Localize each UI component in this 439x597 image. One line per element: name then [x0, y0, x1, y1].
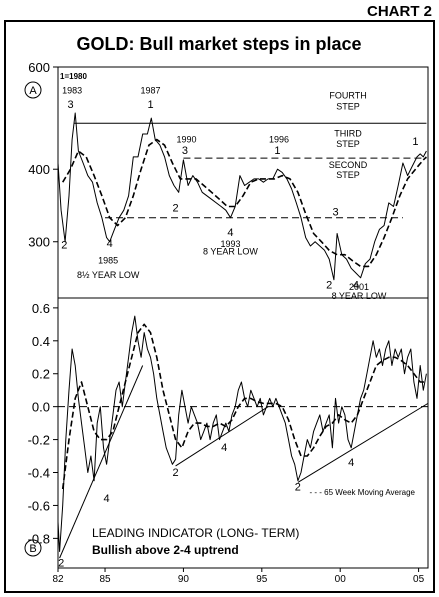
wave-label: 2	[173, 203, 179, 215]
price-line	[57, 315, 427, 552]
wave-label: 1	[412, 136, 418, 148]
panel-b-marker: B	[24, 539, 42, 557]
y-tick-label: -0.2	[28, 433, 50, 448]
wave-label: 2	[58, 557, 64, 569]
x-tick-label: 00	[335, 574, 347, 585]
moving-average-line	[62, 138, 427, 268]
x-tick-label: 85	[99, 574, 111, 585]
x-tick-label: 05	[413, 574, 425, 585]
panel-a-title: GOLD: Bull market steps in place	[76, 34, 361, 54]
panel-b-frame	[57, 297, 429, 569]
panel-b-subtitle: Bullish above 2-4 uptrend	[92, 543, 239, 557]
wave-label: 3	[67, 99, 73, 111]
step-label: STEP	[336, 139, 360, 149]
wave-label: 1	[274, 145, 280, 157]
y-tick-label: 0.6	[32, 301, 50, 316]
annotation-label: 1983	[62, 86, 82, 96]
annotation-label: 1996	[269, 134, 289, 144]
wave-label: 1	[147, 99, 153, 111]
step-label: THIRD	[334, 129, 362, 139]
annotation-label: 8 YEAR LOW	[203, 247, 258, 257]
panel-b-title: LEADING INDICATOR (LONG- TERM)	[92, 526, 299, 540]
wave-label: 4	[348, 457, 354, 469]
y-tick-label: 0.2	[32, 367, 50, 382]
y-tick-label: -0.4	[28, 466, 50, 481]
wave-label: 4	[353, 280, 359, 292]
y-tick-label: 300	[28, 235, 50, 250]
legend-moving-average: - - - 65 Week Moving Average	[309, 488, 415, 497]
marker-circle-a	[24, 81, 42, 99]
annotation-label: 1993	[220, 239, 240, 249]
annotation-label: 8½ YEAR LOW	[77, 270, 140, 280]
outer-frame	[4, 20, 435, 593]
wave-label: 4	[227, 227, 233, 239]
chart-number: CHART 2	[367, 3, 432, 20]
step-label: FOURTH	[329, 90, 366, 100]
y-tick-label: -0.6	[28, 498, 50, 513]
index-note: 1=1980	[60, 72, 87, 81]
uptrend-line	[297, 402, 429, 483]
x-tick-label: 90	[178, 574, 190, 585]
x-tick-label: 82	[52, 574, 64, 585]
moving-average-line	[61, 323, 427, 490]
marker-label-b: B	[29, 543, 36, 555]
uptrend-line	[175, 406, 269, 467]
wave-label: 4	[221, 442, 227, 454]
wave-label: 4	[107, 238, 113, 250]
wave-label: 2	[61, 240, 67, 252]
wave-label: 2	[295, 482, 301, 494]
panel-b-plot: 0.6 0.4 0.2 0.0 -0.2 -0.4 -0.6 -0.8 82 85 90 95 00 05…	[28, 282, 429, 585]
y-tick-label: 400	[28, 162, 50, 177]
marker-circle-b	[24, 539, 42, 557]
uptrend-line	[59, 365, 144, 559]
wave-label: 4	[104, 493, 110, 505]
wave-label: 3	[182, 145, 188, 157]
annotation-label: 2001	[349, 282, 369, 292]
step-label: STEP	[336, 101, 360, 111]
annotation-label: 8 YEAR LOW	[332, 291, 387, 301]
annotation-label: 1985	[98, 256, 118, 266]
marker-label-a: A	[29, 85, 37, 97]
y-tick-label: -0.8	[28, 531, 50, 546]
wave-label: 2	[326, 280, 332, 292]
y-tick-label: 0.4	[32, 334, 50, 349]
price-line	[57, 112, 427, 281]
wave-label: 3	[332, 206, 338, 218]
step-label: STEP	[336, 170, 360, 180]
wave-label: 2	[173, 467, 179, 479]
panel-a-marker: A	[24, 81, 42, 99]
y-tick-label: 0.0	[32, 400, 50, 415]
annotation-label: 1990	[177, 134, 197, 144]
step-label: SECOND	[329, 160, 368, 170]
annotation-label: 1987	[140, 86, 160, 96]
x-tick-label: 95	[256, 574, 268, 585]
y-tick-label: 600	[28, 60, 50, 75]
